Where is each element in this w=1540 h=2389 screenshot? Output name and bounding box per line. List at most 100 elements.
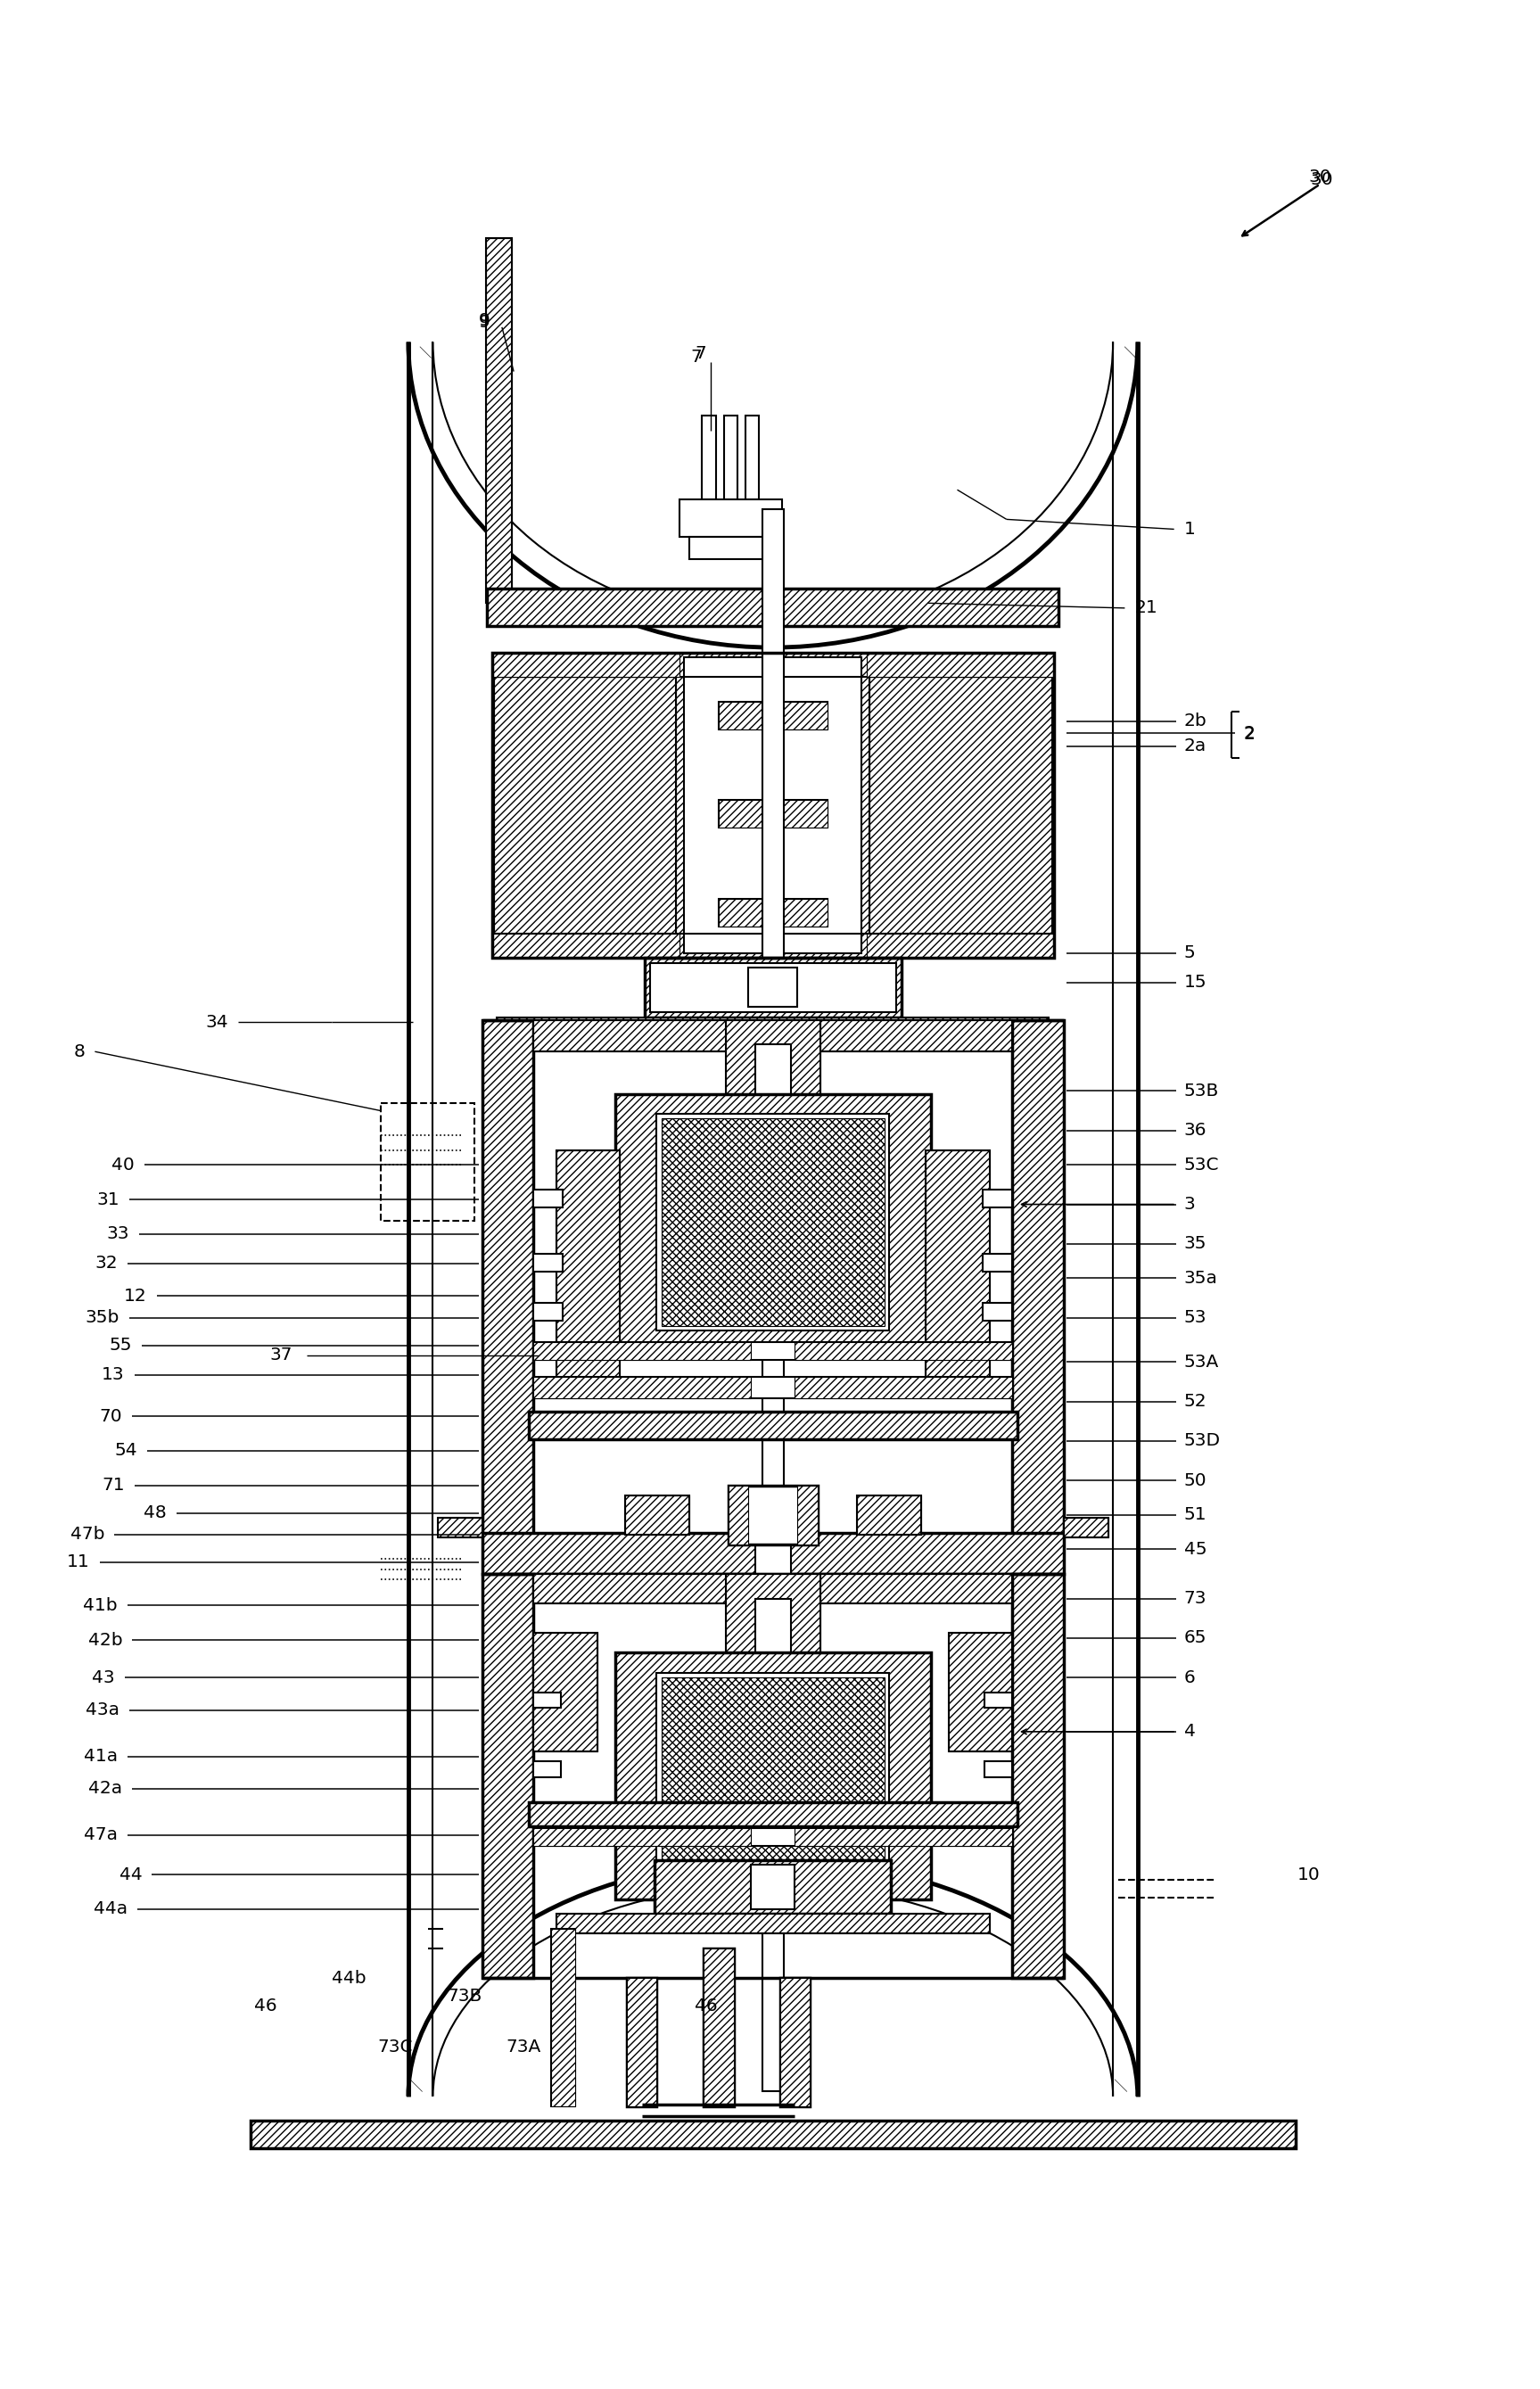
Text: 41b: 41b bbox=[83, 1596, 117, 1615]
Bar bbox=[482, 1020, 533, 1534]
Text: 13: 13 bbox=[102, 1367, 125, 1383]
Text: 35: 35 bbox=[1184, 1235, 1207, 1252]
Bar bbox=[1012, 1020, 1064, 1534]
Bar bbox=[719, 898, 768, 927]
Text: 6: 6 bbox=[1184, 1670, 1195, 1687]
Bar bbox=[725, 1020, 821, 1149]
Text: 30: 30 bbox=[1311, 172, 1334, 189]
Bar bbox=[778, 898, 827, 927]
Bar bbox=[650, 963, 896, 1013]
Bar bbox=[482, 1574, 533, 1978]
Bar bbox=[533, 1634, 598, 1751]
Bar bbox=[926, 1149, 990, 1398]
Bar bbox=[487, 239, 511, 602]
Text: 65: 65 bbox=[1184, 1629, 1207, 1646]
Bar bbox=[779, 1978, 810, 2107]
Bar bbox=[867, 934, 1053, 958]
Bar bbox=[493, 652, 1053, 676]
Text: 47b: 47b bbox=[71, 1527, 105, 1543]
Bar bbox=[482, 1534, 1064, 1574]
Text: 12: 12 bbox=[125, 1288, 148, 1304]
Bar bbox=[616, 1094, 930, 1350]
Text: 53A: 53A bbox=[1184, 1355, 1220, 1371]
Bar bbox=[755, 1534, 790, 1574]
Bar bbox=[748, 968, 798, 1008]
Text: 21: 21 bbox=[1135, 600, 1158, 616]
Text: 43a: 43a bbox=[86, 1701, 120, 1718]
Bar bbox=[616, 1653, 930, 1899]
Bar bbox=[533, 1574, 1012, 1603]
Text: 73: 73 bbox=[1184, 1591, 1207, 1608]
Bar bbox=[983, 1254, 1012, 1271]
Bar bbox=[983, 1190, 1012, 1206]
Bar bbox=[497, 1018, 1049, 1039]
Bar bbox=[497, 1018, 1049, 1039]
Bar bbox=[719, 800, 768, 829]
Bar bbox=[983, 1302, 1012, 1321]
Bar bbox=[556, 1914, 990, 1933]
Text: 5: 5 bbox=[1184, 944, 1195, 960]
Bar bbox=[251, 2121, 1295, 2148]
Text: 30: 30 bbox=[1309, 170, 1332, 186]
Text: 53C: 53C bbox=[1184, 1156, 1220, 1173]
Text: 3: 3 bbox=[1184, 1197, 1195, 1214]
Bar bbox=[684, 657, 862, 953]
Text: 33: 33 bbox=[106, 1226, 129, 1242]
Bar bbox=[719, 702, 768, 729]
Bar bbox=[856, 1496, 921, 1534]
Bar bbox=[493, 934, 1053, 958]
Bar bbox=[494, 676, 676, 934]
Bar bbox=[926, 1149, 990, 1398]
Bar bbox=[719, 702, 827, 729]
Text: 46: 46 bbox=[254, 1997, 277, 2014]
Text: 37: 37 bbox=[270, 1347, 293, 1364]
Text: 44: 44 bbox=[119, 1866, 142, 1883]
Bar bbox=[1012, 1020, 1064, 1534]
Text: 73C: 73C bbox=[377, 2038, 413, 2055]
Bar bbox=[949, 1634, 1012, 1751]
Text: 9: 9 bbox=[479, 313, 490, 330]
Text: 2a: 2a bbox=[1184, 738, 1206, 755]
Text: 7: 7 bbox=[696, 346, 707, 363]
Text: 48: 48 bbox=[143, 1505, 166, 1522]
Bar bbox=[493, 652, 679, 676]
Bar bbox=[616, 1094, 930, 1350]
Bar bbox=[528, 1412, 1018, 1438]
Text: 53D: 53D bbox=[1184, 1433, 1221, 1450]
Bar bbox=[533, 1343, 1012, 1359]
Bar bbox=[551, 1928, 574, 2107]
Bar bbox=[533, 1020, 1012, 1051]
Text: 51: 51 bbox=[1184, 1507, 1207, 1524]
Bar bbox=[867, 652, 1053, 676]
Bar bbox=[1064, 1517, 1109, 1539]
Text: 46: 46 bbox=[695, 1997, 718, 2014]
Text: 41a: 41a bbox=[83, 1749, 117, 1765]
Bar bbox=[656, 1113, 889, 1331]
Bar bbox=[656, 1672, 889, 1880]
Bar bbox=[627, 1978, 656, 2107]
Bar bbox=[645, 958, 901, 1018]
Bar bbox=[533, 1020, 1012, 1051]
Text: 40: 40 bbox=[111, 1156, 134, 1173]
Text: 9: 9 bbox=[479, 313, 490, 330]
Bar bbox=[728, 1486, 818, 1543]
Text: 36: 36 bbox=[1184, 1123, 1207, 1140]
Bar bbox=[533, 1828, 752, 1847]
Bar bbox=[645, 958, 901, 1018]
Bar bbox=[616, 1653, 930, 1899]
Bar bbox=[662, 1118, 884, 1326]
Text: 54: 54 bbox=[114, 1443, 137, 1460]
Bar bbox=[533, 1828, 1012, 1847]
Bar bbox=[654, 1859, 892, 1914]
Bar bbox=[487, 239, 511, 602]
Text: 31: 31 bbox=[97, 1192, 120, 1209]
Bar bbox=[725, 1574, 821, 1701]
Bar bbox=[654, 1859, 892, 1914]
Bar bbox=[778, 800, 827, 829]
Bar bbox=[752, 1866, 795, 1909]
Text: 8: 8 bbox=[74, 1044, 85, 1061]
Bar bbox=[719, 898, 827, 927]
Text: 35b: 35b bbox=[85, 1309, 120, 1326]
Bar bbox=[528, 1804, 1018, 1825]
Text: 42b: 42b bbox=[88, 1632, 123, 1648]
